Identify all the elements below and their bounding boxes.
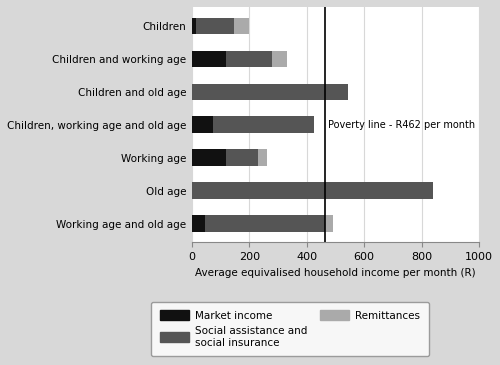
Bar — [192, 215, 205, 232]
Bar — [272, 51, 286, 67]
Bar — [258, 149, 266, 166]
Bar — [226, 51, 272, 67]
Bar — [234, 18, 250, 34]
Bar — [205, 215, 326, 232]
Text: Poverty line - R462 per month: Poverty line - R462 per month — [328, 120, 475, 130]
Legend: Market income, Social assistance and
social insurance, Remittances: Market income, Social assistance and soc… — [152, 302, 428, 356]
Bar — [192, 116, 214, 133]
Bar — [214, 116, 314, 133]
Bar — [192, 182, 433, 199]
Bar — [326, 215, 332, 232]
Bar — [192, 51, 226, 67]
Bar — [192, 149, 226, 166]
X-axis label: Average equivalised household income per month (R): Average equivalised household income per… — [195, 268, 476, 278]
Bar — [192, 84, 348, 100]
Bar — [196, 18, 234, 34]
Bar — [192, 18, 196, 34]
Bar — [226, 149, 258, 166]
